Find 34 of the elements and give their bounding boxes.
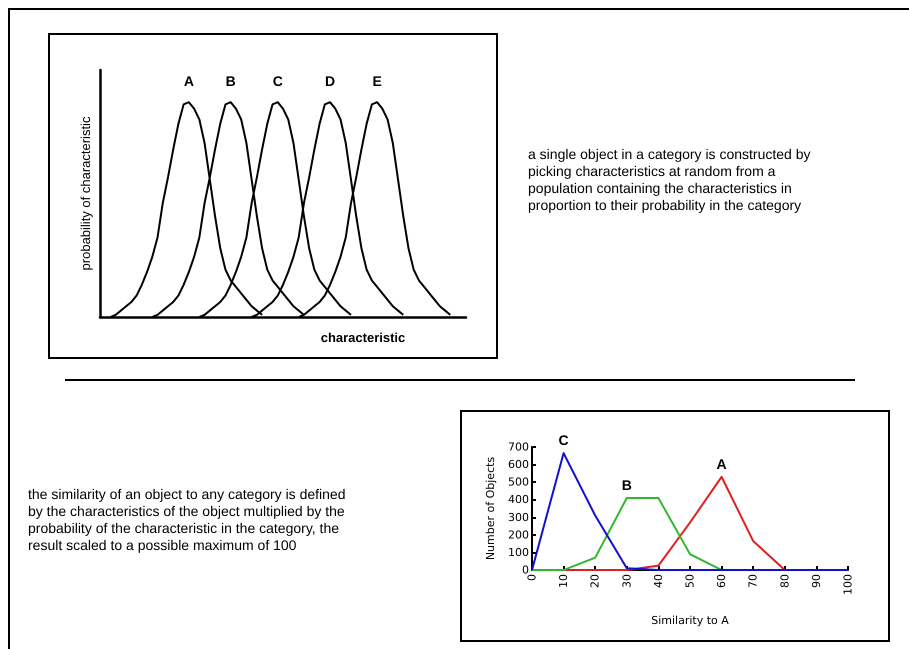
x-tick-label: 70 (746, 574, 760, 588)
y-tick-label: 200 (508, 528, 529, 542)
x-tick-label: 40 (652, 574, 665, 588)
series-label: A (716, 456, 727, 472)
x-tick-label: 20 (588, 574, 602, 588)
series-label: B (622, 476, 632, 493)
x-tick-label: 10 (557, 574, 570, 588)
series-label: C (272, 73, 283, 90)
series-label: B (226, 73, 236, 90)
y-tick-label: 300 (508, 510, 529, 524)
y-tick-label: 400 (508, 493, 529, 506)
y-tick-label: 600 (508, 458, 529, 472)
y-axis-title: probability of characteristic (78, 116, 93, 270)
series-label: E (372, 73, 382, 90)
x-tick-label: 60 (715, 574, 728, 588)
x-axis-title: characteristic (320, 330, 406, 345)
text: the similarity of an object to any category is defined by the characteristics of the object multiplied by the probability of the characteristic in the category, the result scaled to a possible maximum of 100 (28, 486, 347, 554)
x-tick-label: 30 (620, 574, 634, 588)
x-axis-title: Similarity to A (651, 614, 730, 627)
y-tick-label: 700 (508, 440, 529, 454)
series-label: D (324, 73, 336, 90)
series-label: A (184, 73, 194, 90)
x-tick-label: 80 (778, 574, 792, 588)
y-tick-label: 0 (522, 564, 529, 576)
x-tick-label: 90 (810, 574, 823, 588)
line-series (531, 496, 723, 571)
y-tick-label: 100 (508, 546, 529, 559)
text: a single object in a category is constructed by picking characteristics at random from a population containing the characteristics in proportion to their probability in the category (528, 146, 812, 214)
x-tick-label: 50 (684, 574, 696, 588)
y-axis-title: Number of Objects (484, 456, 497, 560)
y-tick-label: 500 (508, 476, 529, 489)
x-tick-label: 0 (526, 574, 538, 581)
x-tick-label: 100 (842, 574, 854, 595)
series-label: C (558, 432, 569, 448)
